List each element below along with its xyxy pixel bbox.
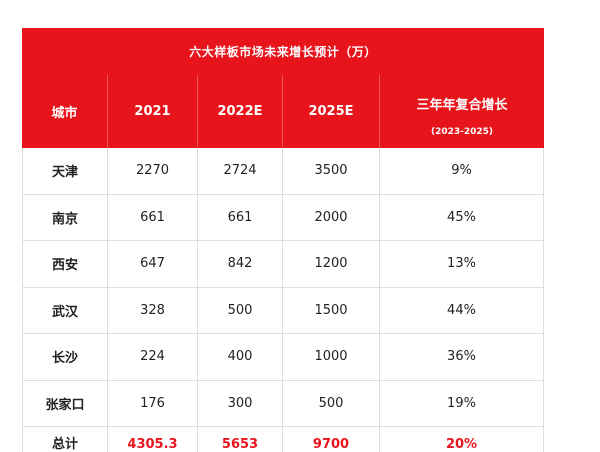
total-label: 总计: [22, 427, 108, 452]
table-row: 西安 647 842 1200 13%: [22, 241, 544, 288]
cell-2021: 661: [108, 194, 198, 241]
header-row: 城市 2021 2022E 2025E 三年年复合增长 (2023-2025): [22, 75, 544, 148]
cell-2022e: 500: [198, 287, 283, 334]
cell-2022e: 842: [198, 241, 283, 288]
cell-2022e: 300: [198, 380, 283, 427]
table-row: 武汉 328 500 1500 44%: [22, 287, 544, 334]
table-row: 天津 2270 2724 3500 9%: [22, 148, 544, 195]
cell-2025e: 1200: [283, 241, 380, 288]
cell-2021: 647: [108, 241, 198, 288]
header-2021: 2021: [108, 75, 198, 148]
header-cagr: 三年年复合增长 (2023-2025): [380, 75, 544, 148]
cell-2022e: 400: [198, 334, 283, 381]
cell-city: 南京: [22, 194, 108, 241]
cell-2025e: 1500: [283, 287, 380, 334]
cell-cagr: 19%: [380, 380, 544, 427]
cell-2025e: 3500: [283, 148, 380, 195]
cell-2021: 176: [108, 380, 198, 427]
cell-2022e: 661: [198, 194, 283, 241]
header-2022e: 2022E: [198, 75, 283, 148]
total-2021: 4305.3: [108, 427, 198, 452]
total-2025e: 9700: [283, 427, 380, 452]
header-cagr-label: 三年年复合增长: [416, 98, 508, 113]
header-city: 城市: [22, 75, 108, 148]
cell-cagr: 44%: [380, 287, 544, 334]
cell-cagr: 45%: [380, 194, 544, 241]
growth-table: 六大样板市场未来增长预计（万） 城市 2021 2022E 2025E 三年年复…: [22, 28, 544, 452]
cell-city: 天津: [22, 148, 108, 195]
cell-city: 长沙: [22, 334, 108, 381]
table-row: 张家口 176 300 500 19%: [22, 380, 544, 427]
cell-2025e: 1000: [283, 334, 380, 381]
cell-2021: 328: [108, 287, 198, 334]
cell-cagr: 36%: [380, 334, 544, 381]
cell-2025e: 2000: [283, 194, 380, 241]
cell-2025e: 500: [283, 380, 380, 427]
cell-cagr: 9%: [380, 148, 544, 195]
cell-2021: 2270: [108, 148, 198, 195]
header-cagr-period: (2023-2025): [430, 127, 494, 137]
total-2022e: 5653: [198, 427, 283, 452]
header-2025e: 2025E: [283, 75, 380, 148]
total-cagr: 20%: [380, 427, 544, 452]
cell-city: 西安: [22, 241, 108, 288]
table-title: 六大样板市场未来增长预计（万）: [22, 28, 544, 75]
cell-2022e: 2724: [198, 148, 283, 195]
table-row: 长沙 224 400 1000 36%: [22, 334, 544, 381]
table-row: 南京 661 661 2000 45%: [22, 194, 544, 241]
cell-cagr: 13%: [380, 241, 544, 288]
cell-city: 张家口: [22, 380, 108, 427]
cell-city: 武汉: [22, 287, 108, 334]
total-row: 总计 4305.3 5653 9700 20%: [22, 427, 544, 452]
cell-2021: 224: [108, 334, 198, 381]
